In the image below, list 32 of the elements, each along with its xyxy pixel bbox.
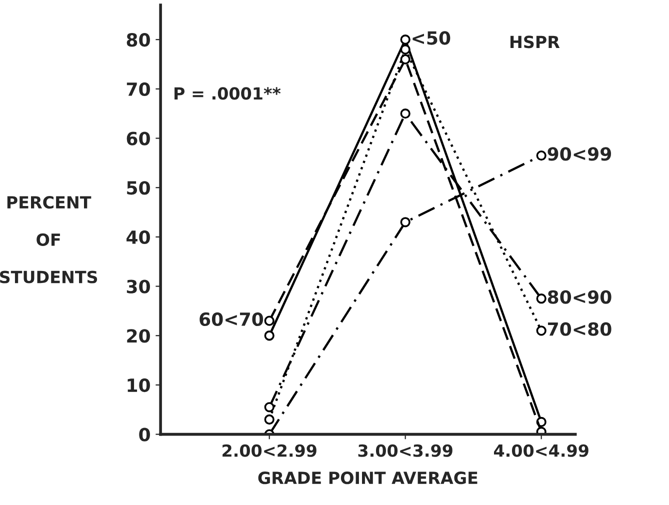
y-tick-label: 80 bbox=[126, 33, 150, 47]
y-tick-label: 30 bbox=[126, 280, 150, 294]
point bbox=[400, 217, 410, 228]
point bbox=[536, 326, 546, 336]
y-tick-label: 10 bbox=[128, 378, 150, 392]
y-tick-label: 70 bbox=[126, 82, 150, 96]
point bbox=[536, 294, 546, 304]
x-axis-title: GRADE POINT AVERAGE bbox=[258, 472, 478, 484]
y-tick-label: 0 bbox=[139, 428, 150, 442]
point bbox=[536, 150, 546, 161]
point bbox=[400, 108, 410, 119]
text: PERCENT OF STUDENTS bbox=[0, 196, 98, 284]
series-label: 90<99 bbox=[548, 147, 612, 161]
point bbox=[264, 316, 274, 326]
point bbox=[264, 330, 274, 341]
point bbox=[264, 414, 274, 425]
y-tick-label: 40 bbox=[126, 230, 150, 244]
annotation: HSPR bbox=[510, 36, 560, 48]
point bbox=[264, 402, 274, 412]
point bbox=[400, 44, 410, 55]
x-tick-label: 3.00<3.99 bbox=[358, 444, 452, 457]
series-label: 80<90 bbox=[548, 290, 612, 304]
point bbox=[400, 34, 410, 45]
series-label: 70<80 bbox=[548, 322, 612, 336]
annotation: P = .0001** bbox=[174, 87, 281, 100]
y-tick-label: 50 bbox=[127, 181, 150, 195]
x-tick-label: 4.00<4.99 bbox=[494, 444, 588, 457]
series-label: <50 bbox=[412, 31, 450, 45]
y-tick-label: 60 bbox=[126, 132, 150, 146]
y-tick-label: 20 bbox=[127, 329, 150, 343]
x-tick-label: 2.00<2.99 bbox=[222, 444, 316, 457]
series-label: 60<70 bbox=[200, 312, 264, 326]
